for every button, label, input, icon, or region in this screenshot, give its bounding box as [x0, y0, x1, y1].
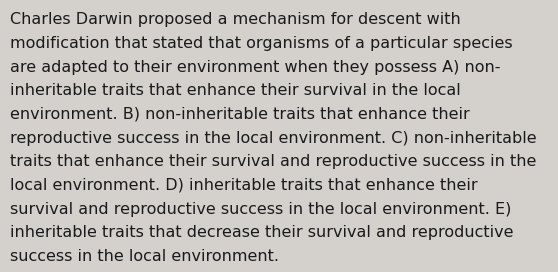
- Text: reproductive success in the local environment. C) non-inheritable: reproductive success in the local enviro…: [10, 131, 537, 146]
- Text: inheritable traits that decrease their survival and reproductive: inheritable traits that decrease their s…: [10, 225, 513, 240]
- Text: Charles Darwin proposed a mechanism for descent with: Charles Darwin proposed a mechanism for …: [10, 12, 461, 27]
- Text: modification that stated that organisms of a particular species: modification that stated that organisms …: [10, 36, 513, 51]
- Text: environment. B) non-inheritable traits that enhance their: environment. B) non-inheritable traits t…: [10, 107, 470, 122]
- Text: survival and reproductive success in the local environment. E): survival and reproductive success in the…: [10, 202, 512, 217]
- Text: inheritable traits that enhance their survival in the local: inheritable traits that enhance their su…: [10, 83, 461, 98]
- Text: traits that enhance their survival and reproductive success in the: traits that enhance their survival and r…: [10, 154, 536, 169]
- Text: local environment. D) inheritable traits that enhance their: local environment. D) inheritable traits…: [10, 178, 478, 193]
- Text: success in the local environment.: success in the local environment.: [10, 249, 279, 264]
- Text: are adapted to their environment when they possess A) non-: are adapted to their environment when th…: [10, 60, 501, 75]
